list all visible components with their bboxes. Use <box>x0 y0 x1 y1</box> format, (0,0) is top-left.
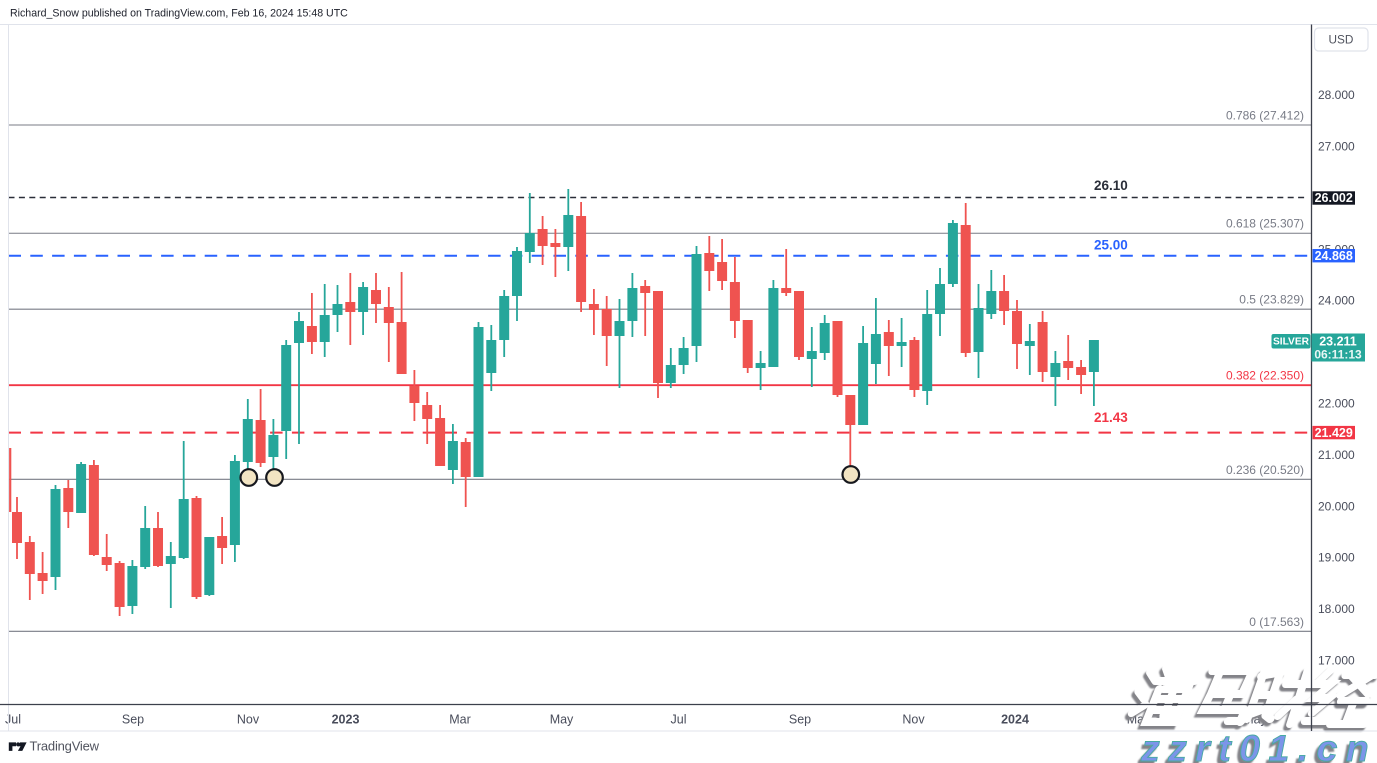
svg-text:Mar: Mar <box>449 713 471 727</box>
svg-text:0.5 (23.829): 0.5 (23.829) <box>1239 293 1304 307</box>
svg-text:Jul: Jul <box>5 713 21 727</box>
svg-text:TradingView: TradingView <box>30 739 100 754</box>
svg-text:0.618 (25.307): 0.618 (25.307) <box>1226 217 1304 231</box>
svg-text:06:11:13: 06:11:13 <box>1314 348 1362 362</box>
svg-text:0 (17.563): 0 (17.563) <box>1249 615 1304 629</box>
svg-text:Nov: Nov <box>902 713 925 727</box>
svg-text:18.000: 18.000 <box>1318 602 1355 616</box>
svg-text:SILVER: SILVER <box>1273 337 1310 348</box>
svg-text:27.000: 27.000 <box>1318 140 1355 154</box>
svg-text:0.236 (20.520): 0.236 (20.520) <box>1226 463 1304 477</box>
svg-text:24.000: 24.000 <box>1318 294 1355 308</box>
svg-text:Sep: Sep <box>789 713 811 727</box>
svg-text:USD: USD <box>1329 33 1354 47</box>
svg-text:21.43: 21.43 <box>1094 410 1128 425</box>
svg-text:Nov: Nov <box>237 713 260 727</box>
svg-text:Jul: Jul <box>671 713 687 727</box>
svg-text:21.429: 21.429 <box>1315 426 1353 440</box>
svg-text:0.786 (27.412): 0.786 (27.412) <box>1226 109 1304 123</box>
svg-text:22.000: 22.000 <box>1318 397 1355 411</box>
svg-text:23.211: 23.211 <box>1319 335 1357 349</box>
svg-text:21.000: 21.000 <box>1318 448 1355 462</box>
svg-text:2023: 2023 <box>332 713 360 727</box>
svg-text:17.000: 17.000 <box>1318 654 1355 668</box>
svg-text:zzrt01.cn: zzrt01.cn <box>1140 727 1377 763</box>
svg-text:26.002: 26.002 <box>1315 191 1353 205</box>
svg-text:24.868: 24.868 <box>1315 249 1353 263</box>
svg-text:2024: 2024 <box>1001 713 1029 727</box>
svg-text:19.000: 19.000 <box>1318 551 1355 565</box>
svg-text:Richard_Snow published on Trad: Richard_Snow published on TradingView.co… <box>10 8 348 20</box>
svg-text:0.382 (22.350): 0.382 (22.350) <box>1226 369 1304 383</box>
svg-text:20.000: 20.000 <box>1318 499 1355 513</box>
svg-text:28.000: 28.000 <box>1318 88 1355 102</box>
svg-text:May: May <box>550 713 574 727</box>
svg-text:25.00: 25.00 <box>1094 237 1128 252</box>
svg-text:Sep: Sep <box>122 713 144 727</box>
svg-text:26.10: 26.10 <box>1094 178 1128 193</box>
